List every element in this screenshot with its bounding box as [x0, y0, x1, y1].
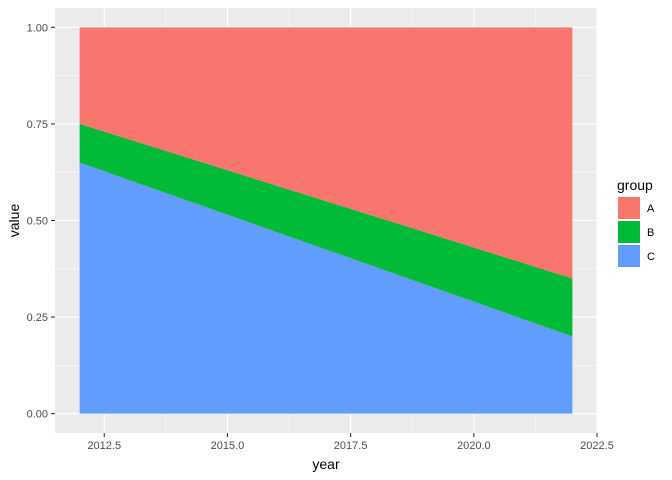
legend-label-C: C — [647, 251, 655, 263]
x-axis-title: year — [312, 456, 340, 472]
area-B — [79, 123, 573, 337]
y-tick-label: 0.00 — [27, 409, 48, 421]
legend: group ABC — [617, 177, 655, 267]
area-series — [79, 27, 573, 414]
legend-key-B — [618, 221, 640, 243]
x-tick-label: 2022.5 — [580, 440, 614, 452]
x-tick-label: 2017.5 — [334, 440, 368, 452]
x-tick-label: 2012.5 — [87, 440, 121, 452]
x-tick-label: 2020.0 — [457, 440, 491, 452]
x-axis-ticks: 2012.5 2015.0 2017.5 2020.0 2022.5 — [87, 433, 614, 452]
area-C — [79, 162, 573, 414]
area-A — [79, 27, 573, 279]
legend-label-B: B — [647, 227, 654, 239]
legend-title: group — [617, 177, 653, 193]
y-tick-label: 0.25 — [27, 312, 48, 324]
x-tick-label: 2015.0 — [211, 440, 245, 452]
y-tick-label: 1.00 — [27, 22, 48, 34]
legend-key-C — [618, 245, 640, 267]
y-axis-title: value — [6, 204, 22, 238]
y-tick-label: 0.50 — [27, 216, 48, 228]
legend-key-A — [618, 197, 640, 219]
legend-label-A: A — [647, 203, 655, 215]
y-axis-ticks: 0.00 0.25 0.50 0.75 1.00 — [27, 22, 55, 421]
y-tick-label: 0.75 — [27, 119, 48, 131]
